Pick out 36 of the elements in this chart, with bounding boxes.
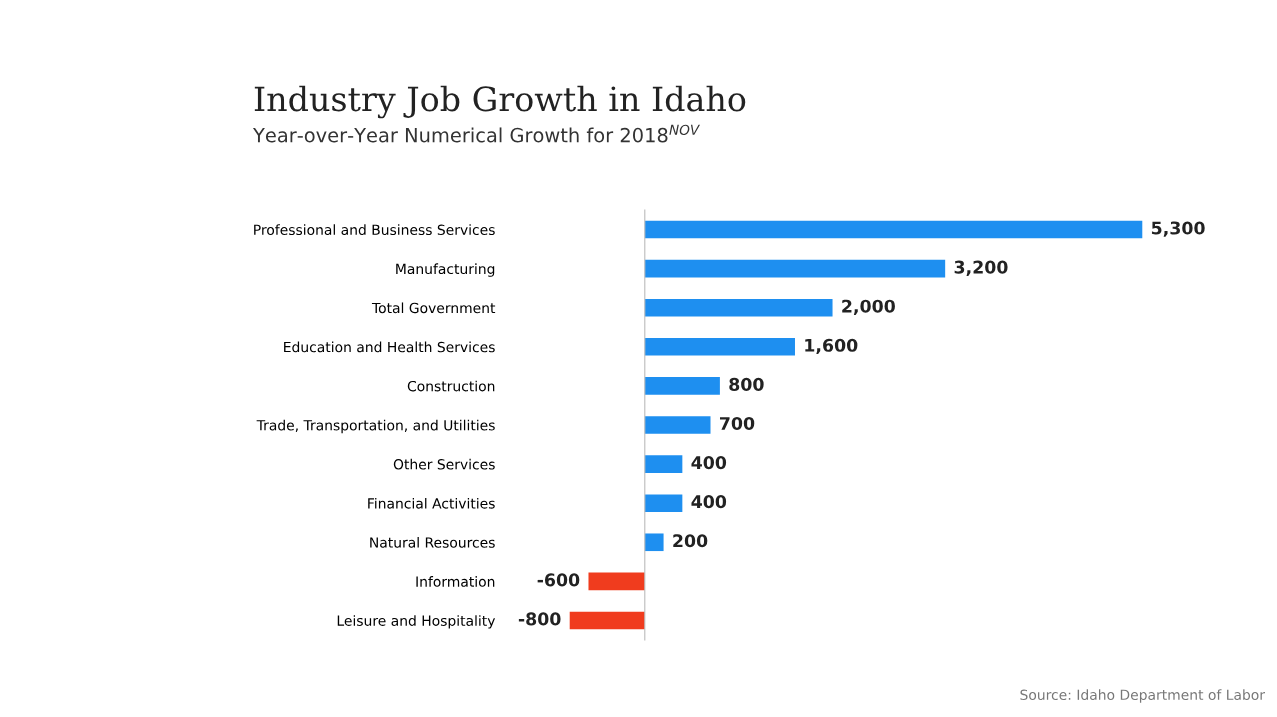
data-label: 200 <box>673 534 708 548</box>
bar <box>569 611 645 630</box>
bar <box>644 338 795 356</box>
data-label: -800 <box>518 612 561 626</box>
source-note: Source: Idaho Department of Labor <box>1020 689 1265 703</box>
chart-subtitle: Year-over-Year Numerical Growth for 2018$^{NOV}$ <box>252 124 701 143</box>
y-tick-label: Manufacturing <box>396 263 495 277</box>
bar <box>644 494 683 512</box>
chart-title: Industry Job Growth in Idaho <box>254 85 746 119</box>
data-label: -600 <box>537 573 580 587</box>
data-label: 5,300 <box>1151 221 1205 237</box>
y-tick-label: Total Government <box>371 302 496 314</box>
y-tick-label: Construction <box>407 380 495 392</box>
y-tick-label: Other Services <box>393 458 495 470</box>
bar <box>644 533 664 552</box>
data-label: 400 <box>691 456 727 470</box>
data-label: 700 <box>720 416 755 431</box>
data-label: 800 <box>729 377 764 391</box>
y-tick-label: Professional and Business Services <box>254 224 495 236</box>
bar <box>644 377 720 395</box>
data-label: 2,000 <box>842 299 895 315</box>
data-label: 1,600 <box>805 338 858 355</box>
bar <box>644 455 683 473</box>
y-tick-label: Financial Activities <box>368 497 495 509</box>
y-tick-label: Leisure and Hospitality <box>337 615 496 629</box>
data-label: 3,200 <box>954 260 1008 276</box>
data-label: 400 <box>691 495 727 509</box>
bar <box>644 416 711 434</box>
bar <box>588 572 645 591</box>
y-tick-label: Trade, Transportation, and Utilities <box>256 419 495 434</box>
bar <box>644 298 833 317</box>
bar <box>644 259 946 278</box>
y-tick-label: Education and Health Services <box>284 341 495 353</box>
y-tick-label: Information <box>416 576 495 587</box>
bar <box>644 220 1143 239</box>
y-tick-label: Natural Resources <box>370 537 495 548</box>
